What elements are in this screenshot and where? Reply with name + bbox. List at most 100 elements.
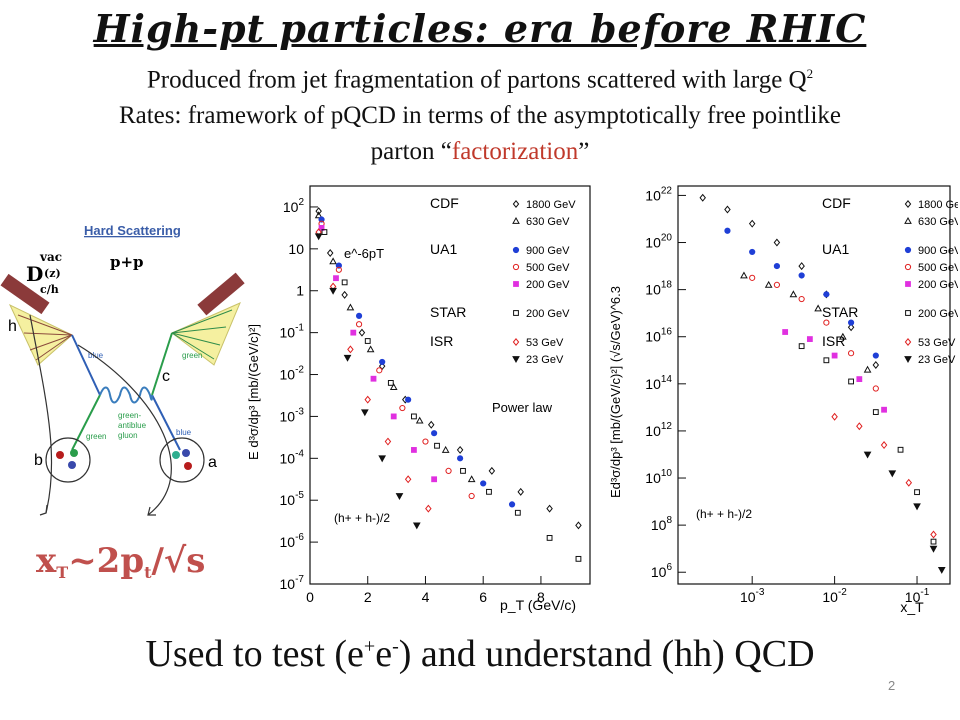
legend-entry: 900 GeV [918,245,958,257]
y-tick-label: 10-7 [280,574,305,592]
y-tick-label: 1016 [645,327,672,345]
data-point [378,455,387,463]
legend-entry: 630 GeV [918,216,958,228]
data-point [405,396,412,403]
gluon-label-3: gluon [118,431,138,440]
legend-marker [905,310,911,316]
legend-marker [904,246,912,254]
footer-statement: Used to test (e+e-) and understand (hh) … [0,632,960,676]
data-point [341,290,348,299]
data-point [699,193,706,202]
data-point [399,404,406,412]
data-point [431,430,438,437]
y-tick-label: 10-6 [280,532,305,550]
data-point [314,211,323,219]
y-tick-label: 10 [288,241,304,257]
data-point [782,329,789,335]
y-tick-label: 108 [651,515,673,533]
line3-prefix: parton “ [370,138,452,165]
beam-arrow-left [29,314,53,514]
data-point [508,501,516,508]
data-point [404,475,412,484]
data-point [740,271,748,279]
data-point [930,530,937,539]
data-point [376,367,383,374]
data-point [389,383,398,390]
legend-marker [904,263,912,271]
legend-group-label: UA1 [822,241,849,257]
legend-entry: 23 GeV [526,354,564,366]
hard-scattering-label: Hard Scattering [84,223,181,238]
data-point [798,295,805,303]
y-tick-label: 1022 [645,185,672,203]
left-detector-bar [0,273,50,315]
subtitle-line-3: parton “factorization” [0,138,960,166]
data-point [724,205,731,214]
factorization-word: factorization [451,138,579,165]
beam-arrow-right [77,344,172,516]
data-point [379,358,386,366]
data-point [848,378,854,385]
data-point [486,488,492,495]
data-point [798,343,805,350]
chart2-ylabel: Ed³σ/dp³ [mb/(GeV/c)²] (√s/GeV)^6.3 [608,286,623,498]
fragmentation-D-sub: (z) [44,267,61,280]
data-point [773,262,781,270]
y-tick-label: 1 [296,283,304,299]
legend-group-label: ISR [822,333,845,349]
chart1-frame [309,185,591,585]
data-point [789,290,798,298]
data-point [913,503,921,511]
data-point [431,476,438,483]
data-point [905,478,913,487]
data-point [366,345,375,353]
data-point [847,350,855,357]
data-point [427,420,435,429]
data-point [390,413,397,420]
chart1-powerlaw-annotation: Power law [492,400,553,415]
legend-marker [512,200,520,208]
y-tick-label: 10-4 [280,448,305,466]
y-tick-label: 1010 [645,468,672,486]
line3-suffix: ” [578,138,590,165]
data-point [823,291,830,298]
data-point [343,354,352,362]
data-point [881,406,887,413]
legend-entry: 53 GeV [526,337,564,349]
legend-entry: 1800 GeV [918,199,958,211]
legend-marker [904,216,912,224]
legend-marker [904,356,912,364]
data-point [335,262,342,269]
proton-b [45,437,91,483]
data-point [937,566,946,574]
legend-marker [905,281,911,287]
data-point [872,360,880,369]
legend-entry: 200 GeV [918,308,958,320]
data-point [575,521,582,530]
data-point [315,207,322,216]
data-point [333,275,339,282]
legend-entry: 200 GeV [526,308,570,320]
xt-formula: xT~2pt/√s [36,541,205,582]
legend-marker [512,356,520,364]
data-point [329,287,337,295]
data-point [488,466,496,475]
gluon-label-2: antiblue [118,421,147,430]
y-tick-label: 1020 [645,233,672,251]
legend-group-label: UA1 [430,241,457,257]
y-tick-label: 10-1 [280,323,305,341]
blue-parton-in [151,394,181,451]
data-point [395,493,404,501]
chart1-ylabel: E d³σ/dp³ [mb/(GeV/c)²] [246,324,261,460]
legend-entry: 500 GeV [918,262,958,274]
y-tick-label: 10-2 [280,365,305,383]
subtitle-line-1: Produced from jet fragmentation of parto… [0,66,960,94]
data-point [387,380,394,386]
data-point [748,219,756,228]
data-point [847,319,855,326]
x-tick-label: 8 [537,589,545,605]
data-point [823,357,830,364]
legend-marker [512,246,520,254]
legend-marker [904,200,912,208]
x-tick-label: 2 [364,589,372,605]
